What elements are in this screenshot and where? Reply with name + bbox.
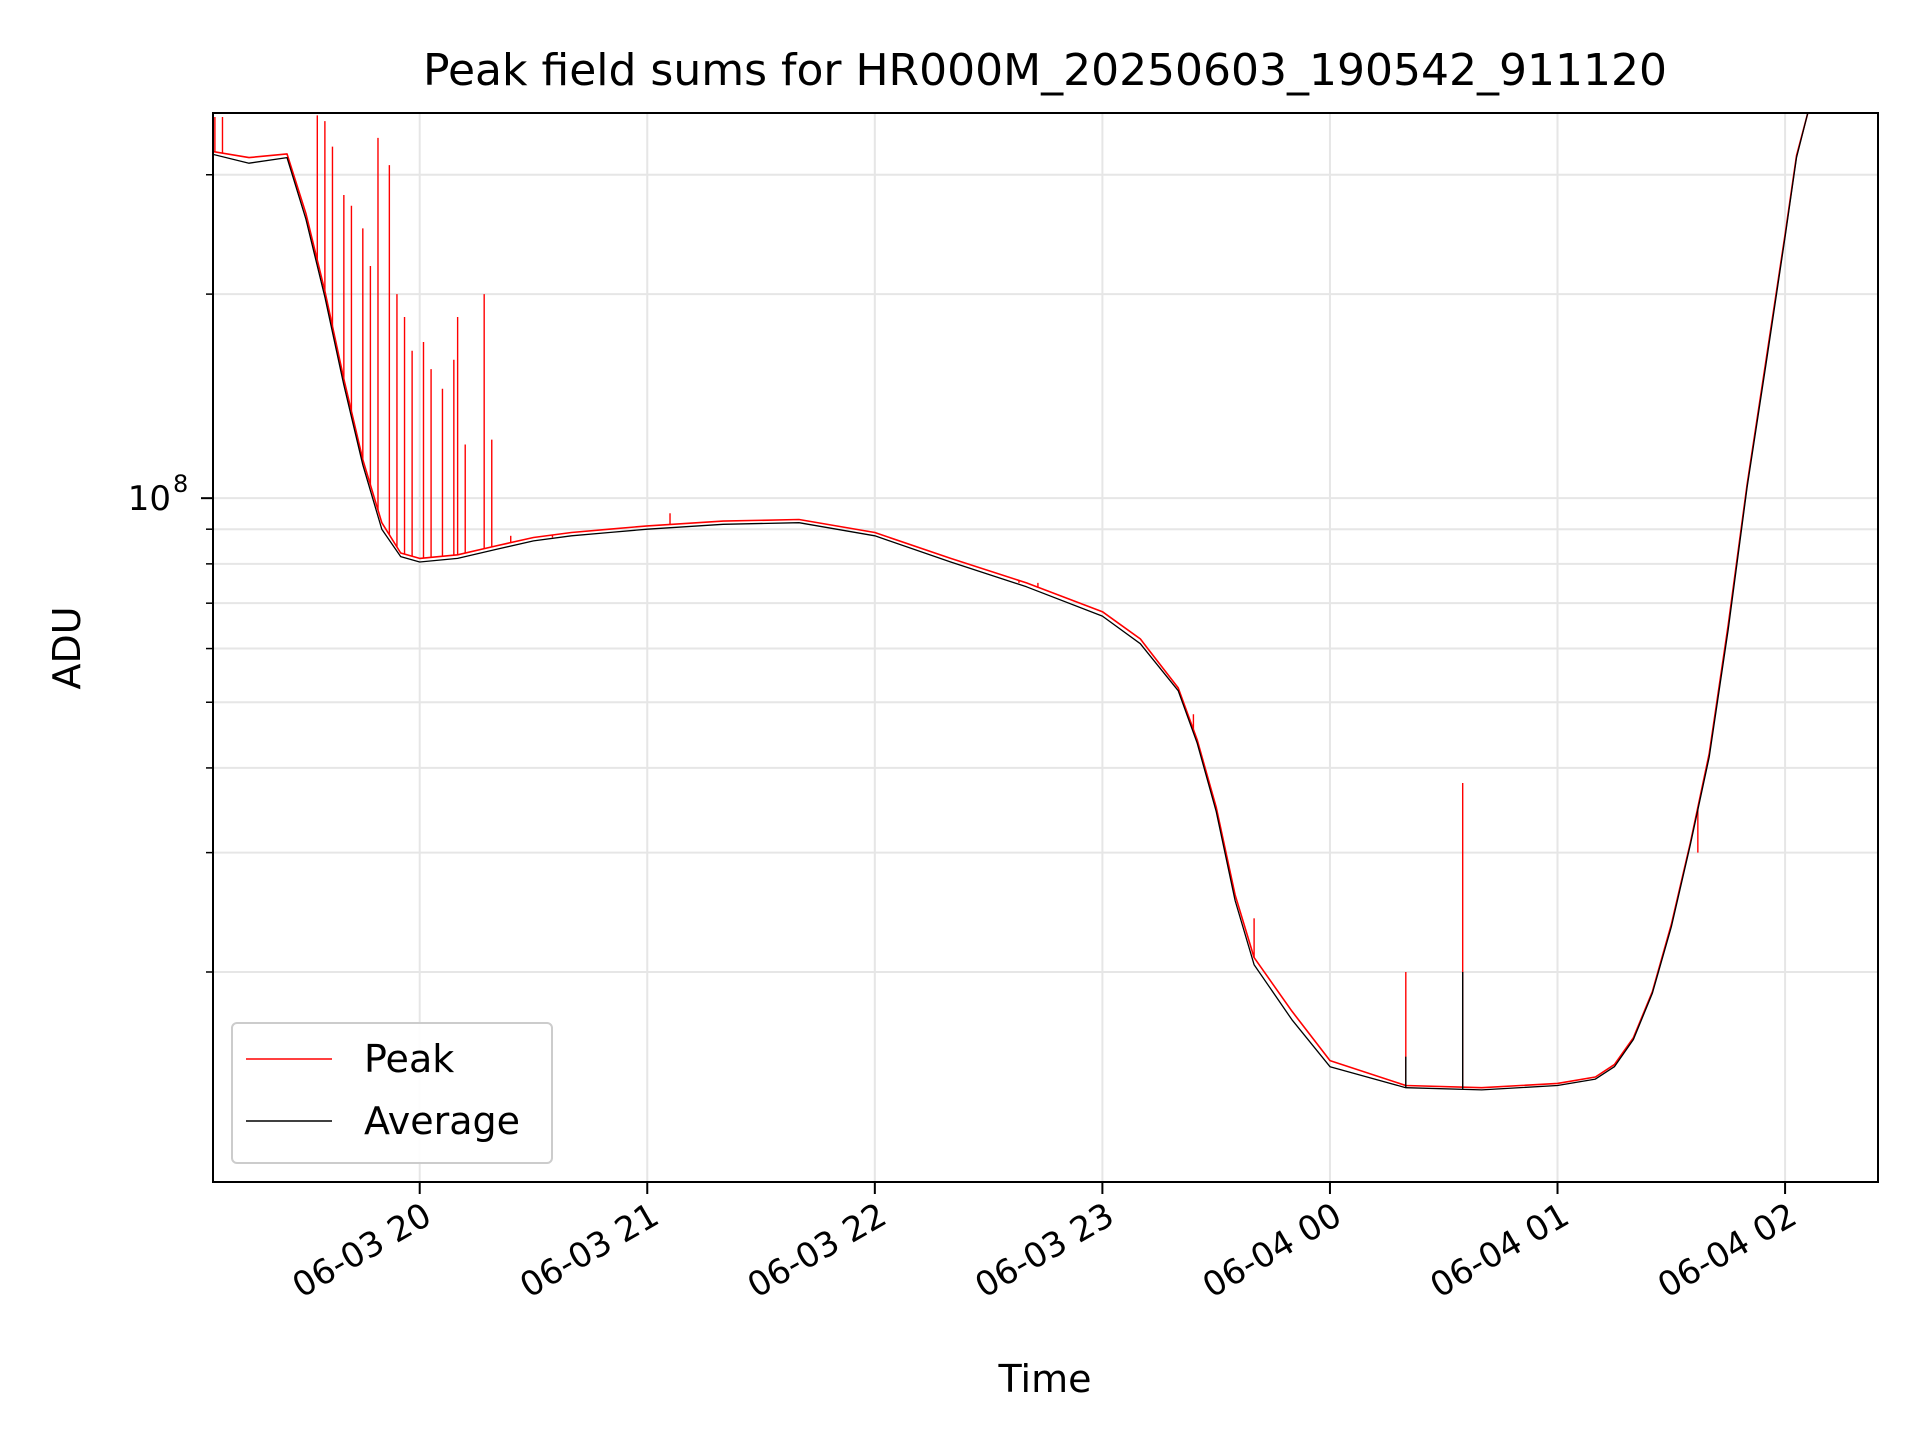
legend: Peak Average bbox=[231, 1022, 553, 1164]
y-axis: 10 8 bbox=[128, 173, 213, 973]
grid bbox=[213, 113, 1878, 1182]
legend-label-average: Average bbox=[364, 1099, 520, 1143]
x-axis-label: Time bbox=[998, 1357, 1092, 1401]
legend-label-peak: Peak bbox=[364, 1037, 454, 1081]
y-tick-label: 10 bbox=[128, 479, 171, 519]
y-axis-label: ADU bbox=[45, 606, 89, 689]
plot-frame bbox=[212, 112, 1879, 1183]
legend-box bbox=[231, 1022, 553, 1164]
series-layer bbox=[213, 113, 1809, 1091]
series-average-line bbox=[213, 113, 1809, 1091]
chart-title: Peak field sums for HR000M_20250603_1905… bbox=[423, 45, 1667, 96]
y-tick-exponent: 8 bbox=[173, 470, 188, 498]
